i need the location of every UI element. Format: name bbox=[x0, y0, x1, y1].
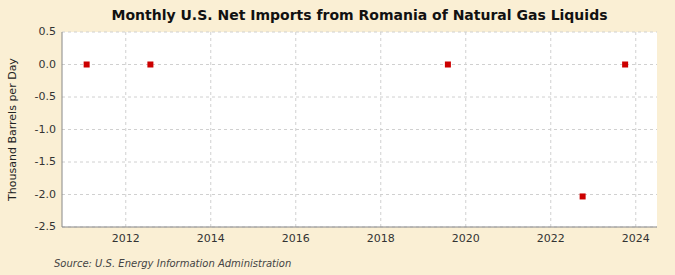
grid-line bbox=[465, 32, 466, 227]
grid-line bbox=[62, 162, 657, 163]
point bbox=[622, 62, 628, 68]
y-tick-label: -2.0 bbox=[35, 188, 56, 201]
point bbox=[84, 62, 90, 68]
x-tick-label: 2012 bbox=[112, 232, 140, 245]
x-axis-line bbox=[62, 227, 657, 228]
grid-line bbox=[550, 32, 551, 227]
grid-line bbox=[62, 32, 657, 33]
axes: 0.5 0.0 -0.5 -1.0 -1.5 -2.0 -2.5 2012 2014 2016 20… bbox=[35, 25, 657, 245]
point bbox=[445, 62, 451, 68]
grid-line bbox=[635, 32, 636, 227]
y-tick-label: 0.5 bbox=[39, 25, 57, 38]
grid-line bbox=[380, 32, 381, 227]
y-tick-label: -2.5 bbox=[35, 220, 56, 233]
background bbox=[0, 0, 675, 275]
y-axis-label: Thousand Barrels per Day bbox=[6, 58, 19, 202]
grid-line bbox=[125, 32, 126, 227]
y-axis-line bbox=[62, 32, 63, 227]
y-tick-label: -0.5 bbox=[35, 90, 56, 103]
chart: 0.5 0.0 -0.5 -1.0 -1.5 -2.0 -2.5 2012 2014 2016 20… bbox=[0, 0, 675, 275]
x-tick-label: 2016 bbox=[282, 232, 310, 245]
grid-line bbox=[62, 97, 657, 98]
plot-background bbox=[62, 32, 657, 227]
point bbox=[580, 193, 586, 199]
grid-line bbox=[210, 32, 211, 227]
y-tick-label: -1.5 bbox=[35, 155, 56, 168]
x-tick-label: 2018 bbox=[367, 232, 395, 245]
points bbox=[84, 62, 628, 200]
x-tick-label: 2020 bbox=[452, 232, 480, 245]
x-tick-label: 2014 bbox=[197, 232, 225, 245]
x-tick-label: 2022 bbox=[537, 232, 565, 245]
x-tick-label: 2024 bbox=[622, 232, 650, 245]
title: Monthly U.S. Net Imports from Romania of… bbox=[112, 7, 608, 23]
grid-line bbox=[62, 194, 657, 195]
point bbox=[147, 62, 153, 68]
y-tick-label: -1.0 bbox=[35, 123, 56, 136]
grid bbox=[62, 32, 657, 227]
source-note: Source: U.S. Energy Information Administ… bbox=[54, 258, 291, 269]
grid-line bbox=[62, 129, 657, 130]
grid-line bbox=[62, 227, 657, 228]
y-tick-label: 0.0 bbox=[39, 58, 57, 71]
grid-line bbox=[295, 32, 296, 227]
